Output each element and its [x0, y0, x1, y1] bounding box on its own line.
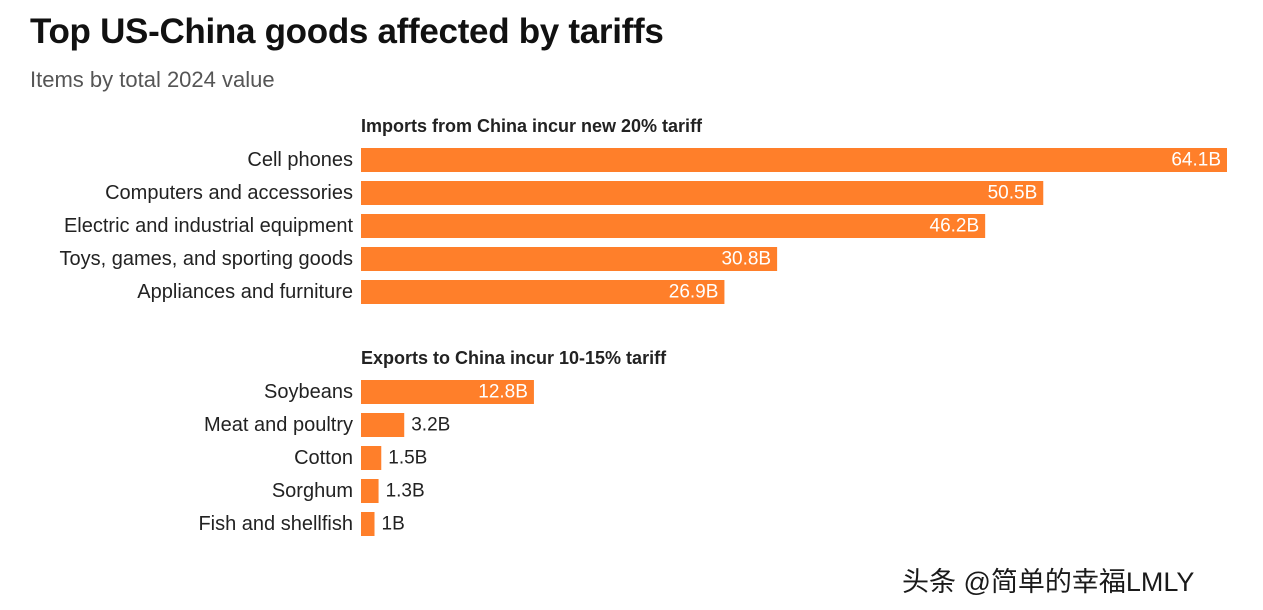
bar [361, 413, 405, 437]
watermark-text: 头条 @简单的幸福LMLY [902, 567, 1195, 597]
bar [361, 479, 379, 503]
data-label: 64.1B [1171, 150, 1221, 171]
group-title-0: Imports from China incur new 20% tariff [361, 116, 703, 136]
data-label: 12.8B [478, 382, 528, 403]
bar [361, 247, 778, 271]
group-title-1: Exports to China incur 10-15% tariff [361, 348, 667, 368]
data-label: 1B [382, 514, 405, 535]
category-label: Cell phones [247, 149, 353, 171]
bar [361, 380, 534, 404]
data-label: 50.5B [988, 183, 1038, 204]
data-label: 30.8B [721, 249, 771, 270]
bar [361, 446, 382, 470]
data-label: 3.2B [411, 415, 450, 436]
category-label: Meat and poultry [204, 414, 353, 436]
category-label: Toys, games, and sporting goods [59, 248, 353, 270]
data-label: 46.2B [930, 216, 980, 237]
category-label: Electric and industrial equipment [64, 215, 353, 237]
category-label: Sorghum [272, 480, 353, 502]
category-label: Fish and shellfish [198, 513, 353, 535]
bar [361, 148, 1227, 172]
bar [361, 512, 375, 536]
chart-title: Top US-China goods affected by tariffs [30, 12, 664, 51]
bar [361, 214, 986, 238]
category-label: Soybeans [264, 381, 353, 403]
data-label: 26.9B [669, 282, 719, 303]
bar [361, 280, 725, 304]
data-label: 1.3B [386, 481, 425, 502]
category-label: Computers and accessories [105, 182, 353, 204]
chart-subtitle: Items by total 2024 value [30, 67, 275, 92]
bar [361, 181, 1044, 205]
data-label: 1.5B [388, 448, 427, 469]
category-label: Cotton [294, 447, 353, 469]
category-label: Appliances and furniture [137, 281, 353, 303]
